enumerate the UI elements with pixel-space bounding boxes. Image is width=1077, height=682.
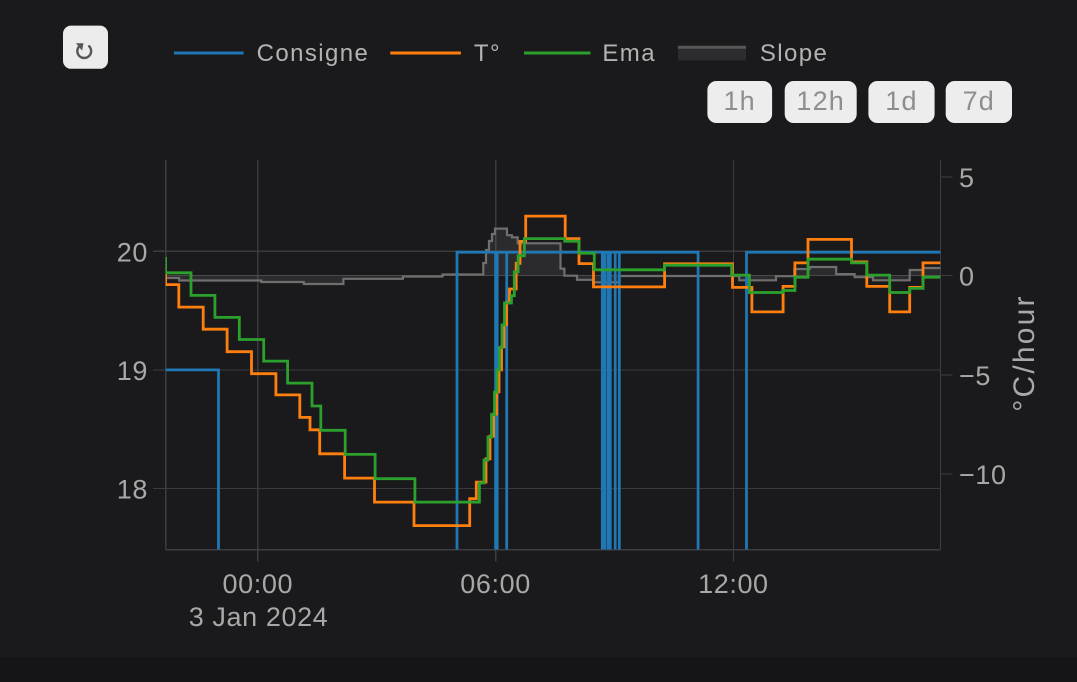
svg-text:20: 20 [117,238,148,268]
svg-text:06:00: 06:00 [460,569,531,599]
svg-text:18: 18 [117,475,148,505]
svg-text:Consigne: Consigne [257,40,370,67]
svg-text:−5: −5 [959,361,991,391]
svg-text:12:00: 12:00 [698,569,769,599]
svg-text:1h: 1h [723,86,755,116]
svg-text:3 Jan 2024: 3 Jan 2024 [189,602,329,632]
svg-text:5: 5 [959,163,975,193]
svg-text:Ema: Ema [602,40,656,67]
svg-text:°C/hour: °C/hour [1008,294,1041,411]
svg-text:−10: −10 [959,460,1007,490]
svg-text:7d: 7d [963,86,995,116]
svg-text:19: 19 [117,356,148,386]
svg-text:12h: 12h [796,86,845,116]
svg-text:00:00: 00:00 [223,569,294,599]
svg-text:Slope: Slope [760,40,828,67]
svg-text:1d: 1d [885,86,917,116]
svg-text:T°: T° [474,40,501,67]
svg-text:0: 0 [959,262,975,292]
